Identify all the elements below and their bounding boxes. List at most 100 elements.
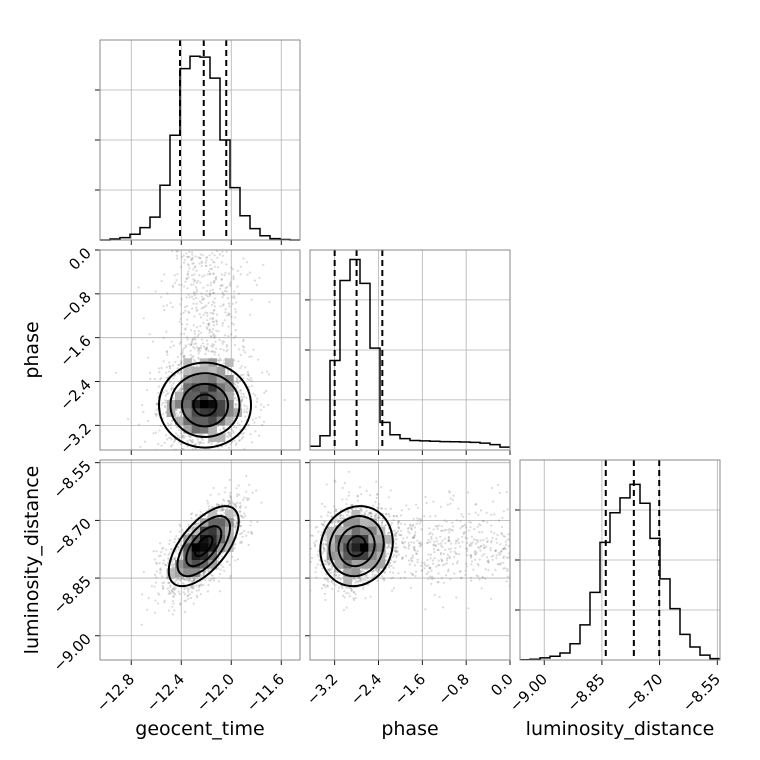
sample-point <box>233 547 236 550</box>
sample-point <box>163 553 166 556</box>
contour-level-4 <box>157 361 253 449</box>
sample-point <box>221 322 224 325</box>
sample-point <box>228 454 230 456</box>
sample-point <box>246 407 249 410</box>
sample-point <box>174 360 177 363</box>
sample-point <box>163 599 166 602</box>
sample-point <box>202 573 205 576</box>
sample-point <box>254 430 257 433</box>
sample-point <box>220 509 223 512</box>
sample-point <box>247 385 251 389</box>
sample-point <box>155 403 158 406</box>
sample-point <box>233 519 236 522</box>
sample-point <box>170 438 173 441</box>
sample-point <box>221 566 225 569</box>
sample-point <box>368 511 371 515</box>
sample-point <box>180 297 183 301</box>
sample-point <box>169 530 172 533</box>
hist-frame <box>99 39 301 241</box>
sample-point <box>411 573 414 576</box>
sample-point <box>198 586 201 589</box>
sample-point <box>234 329 237 332</box>
sample-point <box>190 343 193 346</box>
density-cell <box>191 375 201 384</box>
sample-point <box>219 305 222 308</box>
sample-point <box>235 495 239 498</box>
sample-point <box>186 595 189 598</box>
sample-point <box>191 587 194 590</box>
sample-point <box>236 385 240 388</box>
sample-point <box>218 287 222 290</box>
sample-point <box>478 523 481 526</box>
sample-point <box>154 581 158 584</box>
sample-point <box>203 570 206 574</box>
sample-point <box>468 544 471 548</box>
sample-point <box>222 508 225 511</box>
sample-point <box>209 292 212 295</box>
sample-point <box>234 308 237 311</box>
sample-point <box>150 584 153 588</box>
sample-point <box>500 525 504 529</box>
sample-point <box>235 442 238 445</box>
sample-point <box>243 529 246 533</box>
sample-point <box>178 576 181 580</box>
sample-point <box>200 301 203 305</box>
sample-point <box>200 307 203 310</box>
sample-point <box>204 347 207 350</box>
sample-point <box>224 334 227 337</box>
sample-point <box>188 580 191 583</box>
sample-point <box>250 298 253 301</box>
density-cell <box>191 560 201 569</box>
scatter-panel-geocent-time-vs-luminosity-distance <box>95 459 301 665</box>
sample-point <box>194 265 197 268</box>
sample-point <box>178 372 181 375</box>
sample-point <box>172 440 176 444</box>
sample-point <box>249 313 252 316</box>
sample-point <box>191 586 194 589</box>
sample-point <box>199 281 202 284</box>
sample-point <box>180 361 183 364</box>
sample-point <box>217 493 220 496</box>
sample-point <box>179 602 182 605</box>
sample-point <box>377 568 380 571</box>
sample-point <box>181 435 184 438</box>
sample-point <box>190 585 193 588</box>
sample-point <box>180 332 183 335</box>
sample-point <box>338 577 341 580</box>
sample-point <box>208 322 211 325</box>
density-cell <box>208 433 217 442</box>
sample-point <box>229 443 232 446</box>
sample-point <box>193 342 196 345</box>
sample-point <box>205 347 208 350</box>
sample-point <box>187 264 190 267</box>
sample-point <box>154 290 157 293</box>
sample-point <box>186 323 189 326</box>
sample-point <box>199 583 203 586</box>
sample-point <box>428 527 431 530</box>
sample-point <box>236 501 239 504</box>
sample-point <box>191 253 194 256</box>
sample-point <box>164 563 167 566</box>
sample-point <box>192 358 195 361</box>
sample-point <box>239 510 242 513</box>
sample-point <box>160 296 163 299</box>
density-cell <box>208 383 217 392</box>
sample-point <box>185 277 188 280</box>
sample-point <box>154 431 157 434</box>
sample-point <box>239 533 242 536</box>
sample-point <box>414 526 417 529</box>
sample-point <box>226 560 229 564</box>
sample-point <box>203 454 205 456</box>
density-cell <box>183 408 192 417</box>
sample-point <box>224 311 227 314</box>
sample-point <box>147 419 150 423</box>
sample-point <box>205 264 208 267</box>
sample-point <box>227 370 230 373</box>
sample-point <box>188 455 190 457</box>
sample-point <box>235 310 238 314</box>
sample-point <box>382 577 385 581</box>
sample-point <box>257 434 261 437</box>
sample-point <box>160 551 163 554</box>
sample-point <box>230 315 233 318</box>
sample-point <box>195 288 198 291</box>
